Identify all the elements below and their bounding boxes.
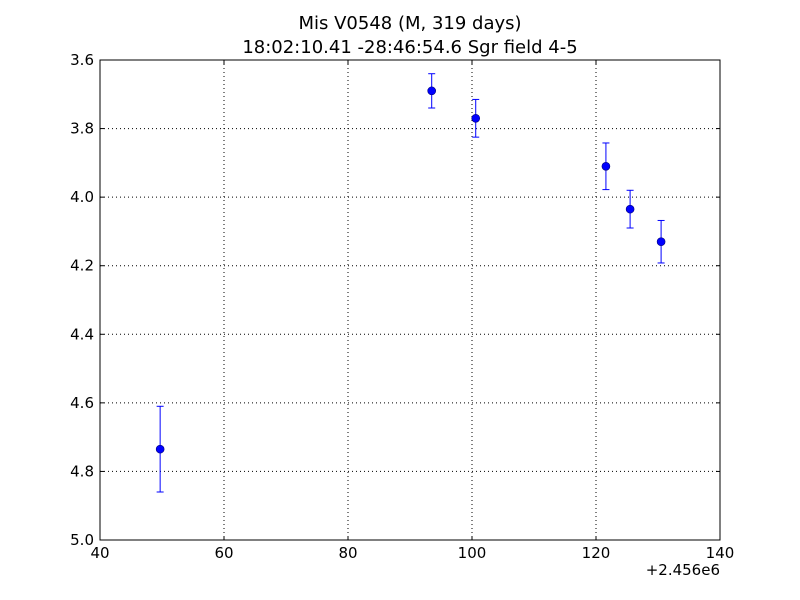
y-tick-label: 3.8 — [70, 120, 94, 138]
x-axis-offset-label: +2.456e6 — [646, 561, 720, 579]
chart-title-line2: 18:02:10.41 -28:46:54.6 Sgr field 4-5 — [242, 37, 577, 58]
data-point-group — [155, 405, 165, 493]
y-tick-label: 4.2 — [70, 257, 94, 275]
x-tick-label: 100 — [458, 544, 487, 562]
axis-ticks — [99, 59, 721, 541]
y-tick-label: 4.8 — [70, 462, 94, 480]
y-tick-label: 4.4 — [70, 325, 94, 343]
data-point — [427, 86, 437, 96]
x-tick-label: 60 — [214, 544, 233, 562]
data-point-group — [427, 73, 437, 109]
data-point — [471, 113, 481, 123]
y-tick-label: 4.6 — [70, 394, 94, 412]
chart-title-line1: Mis V0548 (M, 319 days) — [298, 13, 521, 34]
y-tick-label: 5.0 — [70, 531, 94, 549]
data-point-group — [471, 98, 481, 138]
data-point-group — [656, 219, 666, 264]
data-point — [155, 444, 165, 454]
x-tick-label: 120 — [582, 544, 611, 562]
data-point — [601, 161, 611, 171]
tick-labels: 40 60 80 100 120 140 3.6 3.8 4.0 4.2 4.4 4.6 4.8 5.0 — [70, 51, 734, 562]
x-tick-label: 40 — [90, 544, 109, 562]
data-point-group — [601, 142, 611, 191]
plot-area-frame — [99, 59, 721, 541]
x-tick-label: 140 — [706, 544, 735, 562]
data-point — [656, 237, 666, 247]
grid — [100, 60, 720, 540]
x-tick-label: 80 — [338, 544, 357, 562]
y-tick-label: 3.6 — [70, 51, 94, 69]
y-tick-label: 4.0 — [70, 188, 94, 206]
data-point — [625, 204, 635, 214]
data-series — [155, 73, 666, 493]
data-point-group — [625, 189, 635, 229]
